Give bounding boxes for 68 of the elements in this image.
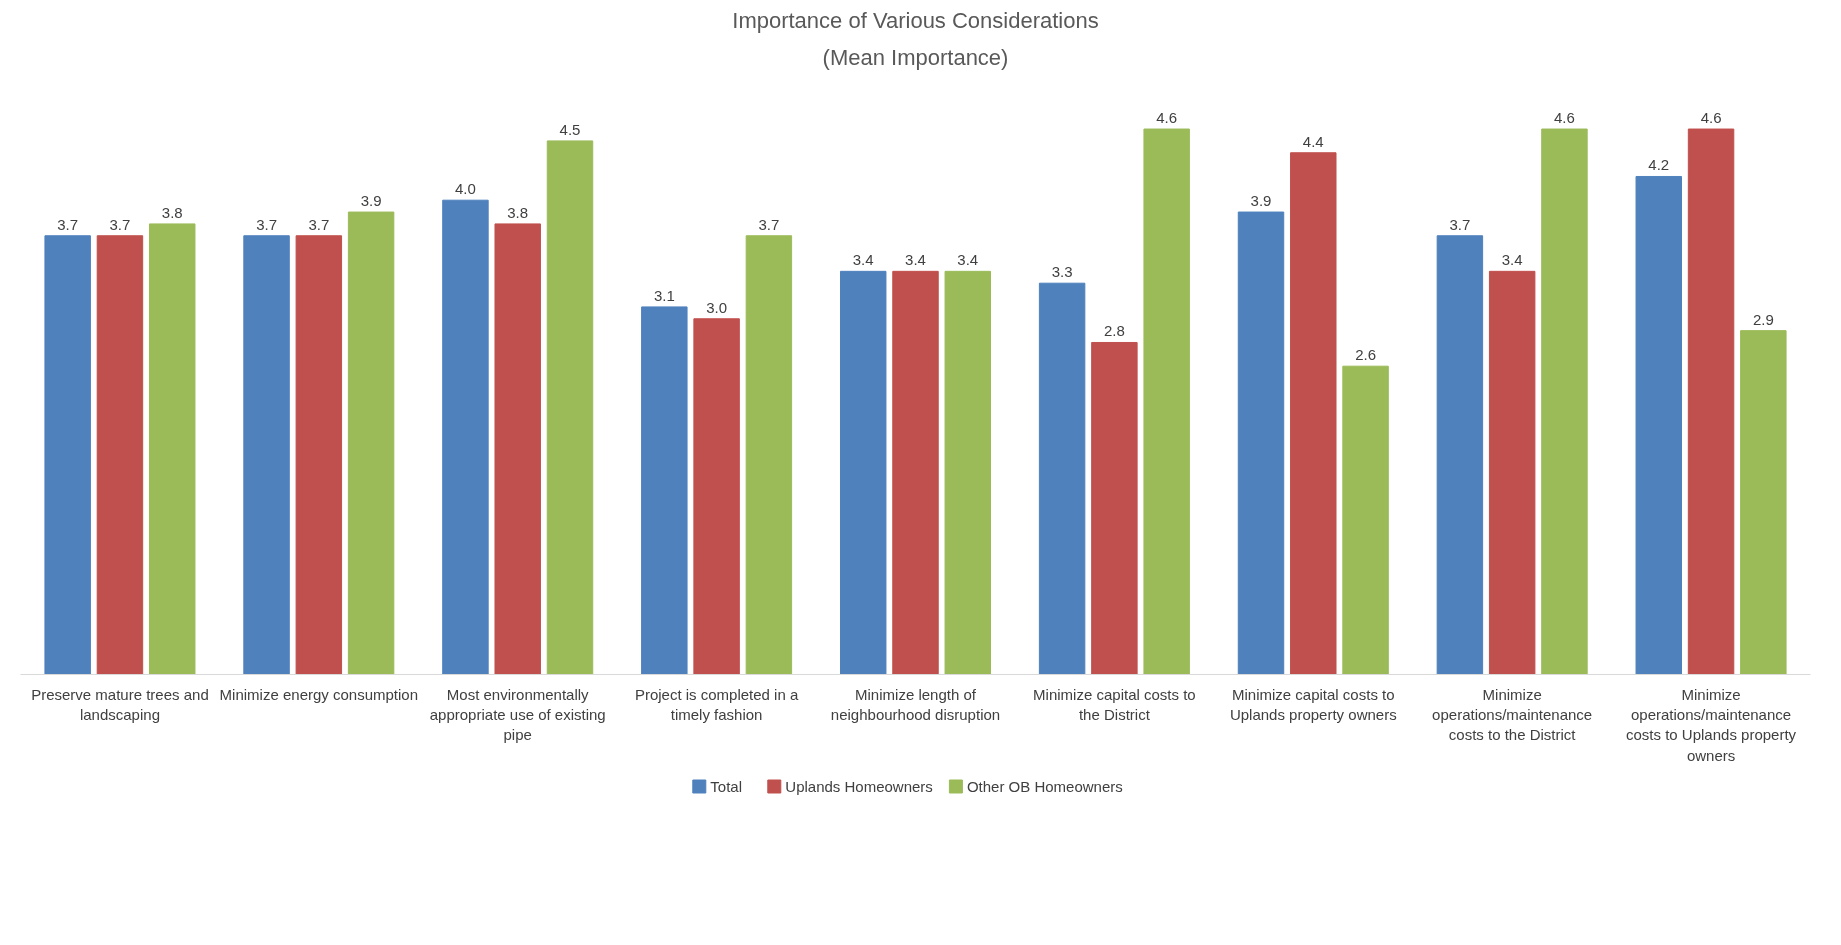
data-label: 3.9	[360, 192, 382, 210]
data-label: 2.8	[1103, 322, 1125, 340]
bar	[44, 235, 91, 675]
x-tick-label: Minimize energy consumption	[219, 685, 419, 703]
data-label: 3.7	[109, 215, 131, 233]
x-tick-label: Minimize capital costs to the District	[1033, 685, 1196, 723]
x-tick-label: Minimize operations/maintenance costs to the District	[1432, 685, 1593, 744]
data-label: 4.6	[1554, 109, 1575, 127]
bar	[243, 235, 290, 675]
data-label: 2.9	[1752, 310, 1774, 328]
data-label: 4.5	[559, 120, 581, 138]
data-label: 2.6	[1355, 346, 1376, 364]
bar	[1635, 175, 1683, 675]
bar	[1038, 282, 1086, 675]
data-label: 4.6	[1156, 109, 1178, 127]
data-label: 3.4	[957, 251, 979, 269]
data-label: 3.3	[1051, 263, 1073, 281]
bar	[944, 270, 992, 675]
bar	[96, 235, 144, 675]
x-tick-label: Preserve mature trees and landscaping	[31, 685, 209, 723]
data-label: 3.4	[852, 251, 874, 269]
bar	[1541, 128, 1588, 675]
x-tick-label: Project is completed in a timely fashion	[634, 685, 799, 723]
bar	[1342, 365, 1389, 675]
bar	[839, 270, 887, 675]
chart-title: Importance of Various Considerations	[732, 7, 1099, 33]
x-tick-label: Minimize length of neighbourhood disruption	[830, 685, 1001, 723]
data-label: 4.2	[1648, 156, 1670, 174]
bar	[295, 235, 343, 675]
data-label: 4.0	[455, 180, 476, 198]
x-tick-label: Most environmentally appropriate use of existing pipe	[429, 685, 606, 744]
bar	[1687, 128, 1735, 675]
data-label: 3.8	[507, 203, 529, 221]
bar	[148, 223, 196, 675]
x-tick-label: Minimize operations/maintenance costs to Uplands property owners	[1626, 685, 1797, 764]
data-label: 3.7	[1449, 215, 1471, 233]
bar	[546, 140, 594, 675]
bar	[693, 318, 740, 675]
data-label: 3.4	[1501, 251, 1523, 269]
bar	[892, 270, 939, 675]
data-label: 4.4	[1302, 132, 1324, 150]
bar	[1740, 330, 1787, 675]
data-label: 3.1	[653, 286, 675, 304]
legend-label: Uplands Homeowners	[785, 778, 933, 795]
x-tick-label: Minimize capital costs to Uplands property owners	[1229, 685, 1397, 723]
data-label: 4.6	[1700, 109, 1722, 127]
bar	[494, 223, 541, 675]
bar	[347, 211, 395, 675]
data-label: 3.7	[256, 215, 277, 233]
chart-subtitle: (Mean Importance)	[822, 44, 1009, 70]
bar	[1488, 270, 1536, 675]
bar	[442, 199, 489, 675]
legend-label: Other OB Homeowners	[966, 778, 1123, 795]
bar	[1237, 211, 1285, 675]
data-label: 3.8	[161, 203, 183, 221]
bar	[1091, 341, 1138, 675]
data-label: 3.4	[905, 251, 926, 269]
bar	[1290, 152, 1337, 675]
bar	[1436, 235, 1484, 675]
bar	[1143, 128, 1190, 675]
data-label: 3.9	[1250, 192, 1272, 210]
data-label: 3.7	[57, 215, 79, 233]
data-label: 3.7	[308, 215, 330, 233]
bar	[641, 306, 688, 675]
bar	[745, 235, 793, 675]
legend-label: Total	[710, 778, 742, 795]
data-label: 3.0	[706, 298, 728, 316]
data-label: 3.7	[758, 215, 780, 233]
